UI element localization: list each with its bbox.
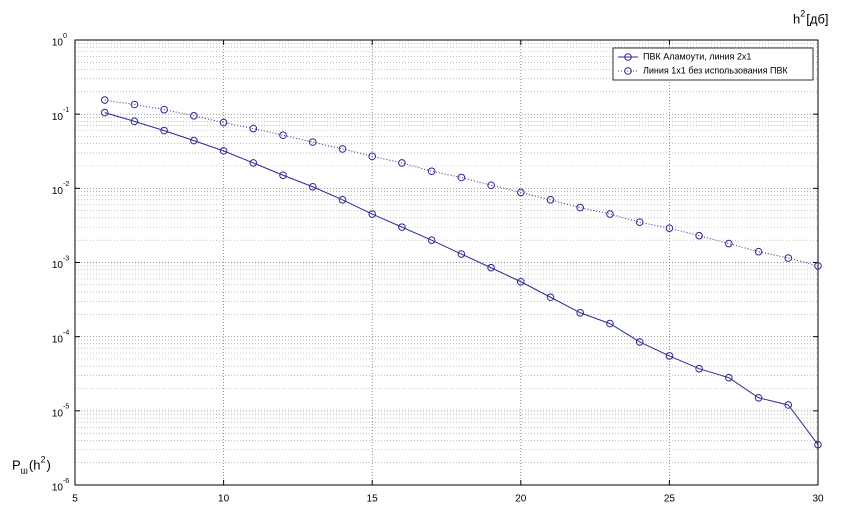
x-axis-label: [дб] bbox=[806, 11, 828, 26]
data-point bbox=[457, 173, 466, 182]
data-point bbox=[219, 118, 228, 127]
x-axis-label: h bbox=[793, 11, 800, 26]
data-point bbox=[308, 182, 317, 191]
y-axis-label: 2 bbox=[40, 454, 45, 464]
x-tick-label: 10 bbox=[218, 494, 230, 505]
y-axis-label: ) bbox=[46, 457, 50, 472]
x-tick-label: 25 bbox=[664, 494, 676, 505]
data-point bbox=[100, 96, 109, 104]
data-point bbox=[576, 308, 585, 317]
data-point bbox=[487, 263, 495, 272]
data-point bbox=[606, 210, 614, 218]
data-point bbox=[784, 401, 793, 409]
data-point bbox=[398, 159, 406, 167]
data-point bbox=[160, 105, 168, 114]
data-point bbox=[725, 239, 733, 248]
data-point bbox=[279, 171, 287, 180]
legend-label: Линия 1x1 без использования ПВК bbox=[643, 65, 789, 75]
data-point bbox=[427, 167, 436, 176]
y-tick-label: 10 bbox=[52, 112, 64, 123]
y-tick-label: 10 bbox=[52, 38, 64, 49]
y-tick-label: 10 bbox=[52, 408, 64, 419]
y-tick-exponent: 0 bbox=[63, 33, 67, 40]
y-axis-label: (h bbox=[29, 457, 41, 472]
y-tick-exponent: -1 bbox=[63, 107, 69, 114]
data-point bbox=[338, 196, 347, 204]
data-point bbox=[279, 131, 287, 140]
legend-label: ПВК Аламоути, линия 2x1 bbox=[643, 51, 751, 61]
data-point bbox=[517, 277, 525, 286]
data-point bbox=[814, 262, 822, 270]
data-point bbox=[576, 203, 585, 212]
y-tick-label: 10 bbox=[52, 334, 64, 345]
data-point bbox=[606, 319, 614, 328]
data-point bbox=[635, 338, 644, 346]
data-point bbox=[754, 247, 763, 256]
data-point bbox=[546, 196, 555, 204]
data-point bbox=[338, 145, 347, 153]
y-tick-exponent: -2 bbox=[63, 181, 69, 188]
data-point bbox=[457, 250, 466, 258]
y-tick-exponent: -3 bbox=[63, 255, 69, 262]
data-point bbox=[190, 112, 198, 120]
data-point bbox=[665, 224, 674, 233]
y-tick-label: 10 bbox=[52, 186, 64, 197]
data-point bbox=[546, 293, 555, 302]
data-point bbox=[130, 100, 139, 109]
data-point bbox=[427, 236, 436, 244]
y-axis-label: P bbox=[12, 457, 21, 472]
data-point bbox=[130, 117, 139, 126]
data-point bbox=[398, 223, 406, 231]
data-point bbox=[814, 440, 822, 449]
data-point bbox=[249, 159, 258, 167]
data-point bbox=[190, 136, 198, 145]
data-point bbox=[635, 218, 644, 226]
legend-marker bbox=[624, 67, 632, 75]
x-tick-label: 5 bbox=[72, 494, 78, 505]
data-point bbox=[784, 254, 793, 262]
x-tick-label: 15 bbox=[367, 494, 379, 505]
data-point bbox=[308, 138, 317, 146]
data-point bbox=[487, 181, 495, 190]
data-point bbox=[725, 373, 733, 382]
series-line bbox=[104, 99, 819, 267]
data-point bbox=[368, 210, 377, 218]
data-point bbox=[160, 126, 168, 135]
x-tick-label: 30 bbox=[812, 494, 824, 505]
legend-marker bbox=[624, 53, 632, 61]
x-axis-label: 2 bbox=[800, 8, 805, 18]
y-tick-label: 10 bbox=[52, 483, 64, 494]
series-line bbox=[104, 112, 819, 445]
y-tick-exponent: -6 bbox=[63, 478, 69, 485]
data-point bbox=[100, 108, 109, 117]
data-point bbox=[695, 231, 703, 240]
legend-box bbox=[612, 47, 814, 81]
data-point bbox=[368, 152, 377, 161]
y-tick-label: 10 bbox=[52, 260, 64, 271]
data-point bbox=[754, 393, 763, 402]
y-tick-exponent: -4 bbox=[63, 330, 69, 337]
data-point bbox=[249, 124, 258, 133]
y-tick-exponent: -5 bbox=[63, 404, 69, 411]
x-tick-label: 20 bbox=[515, 494, 527, 505]
data-point bbox=[219, 147, 228, 155]
data-point bbox=[695, 364, 703, 373]
y-axis-label: ш bbox=[21, 465, 28, 475]
data-point bbox=[517, 188, 525, 197]
data-point bbox=[665, 352, 674, 360]
